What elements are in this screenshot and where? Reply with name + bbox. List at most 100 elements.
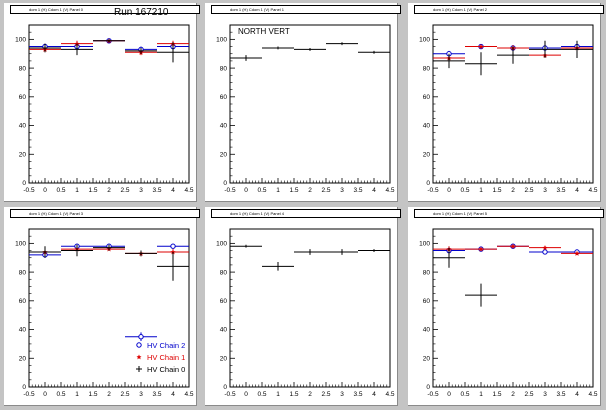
data-point xyxy=(125,250,157,257)
plot-pad-5: dom 1 (H) Cdom 1 (V) Panel 5 -0.5 0 0.5 1 1.5… xyxy=(408,207,604,406)
plot-frame xyxy=(28,228,190,388)
x-tick-label: -0.5 xyxy=(224,187,236,194)
plot-annotation: NORTH VERT xyxy=(238,27,290,36)
x-tick-label: 3 xyxy=(543,187,547,194)
x-tick-label: 0.5 xyxy=(460,391,469,398)
data-point xyxy=(125,332,157,342)
x-tick-label: 3 xyxy=(340,391,344,398)
data-point xyxy=(125,47,157,54)
x-tick-label: 2.5 xyxy=(321,391,330,398)
x-tick-label: 2.5 xyxy=(524,391,533,398)
data-point xyxy=(29,43,61,53)
plot-title: dom 1 (H) Cdom 1 (V) Panel 0 xyxy=(10,5,200,14)
data-point xyxy=(465,52,497,76)
data-point xyxy=(326,249,358,255)
y-tick-label: 100 xyxy=(216,37,227,44)
data-point xyxy=(561,40,593,59)
data-point xyxy=(529,40,561,59)
data-point xyxy=(157,251,189,281)
y-tick-label: 100 xyxy=(216,241,227,248)
y-tick-label: 40 xyxy=(19,123,27,130)
y-tick-label: 40 xyxy=(220,327,228,334)
data-point xyxy=(230,55,262,61)
data-point xyxy=(294,47,326,51)
x-tick-label: 0.5 xyxy=(56,391,65,398)
x-tick-label: 4 xyxy=(372,391,376,398)
plot-title: dom 1 (H) Cdom 1 (V) Panel 5 xyxy=(414,209,604,218)
x-tick-label: 2.5 xyxy=(120,187,129,194)
marker-star xyxy=(478,44,484,49)
y-tick-label: 40 xyxy=(220,123,228,130)
x-tick-label: 2 xyxy=(308,187,312,194)
y-tick-label: 80 xyxy=(220,65,228,72)
x-tick-label: 3.5 xyxy=(152,187,161,194)
x-tick-label: 3 xyxy=(139,187,143,194)
x-tick-label: 0.5 xyxy=(460,187,469,194)
data-point xyxy=(465,246,497,252)
x-tick-label: 1.5 xyxy=(88,391,97,398)
plot-title: dom 1 (H) Cdom 1 (V) Panel 2 xyxy=(414,5,604,14)
x-tick-label: 1 xyxy=(75,187,79,194)
y-tick-label: 20 xyxy=(19,151,27,158)
y-tick-label: 40 xyxy=(19,327,27,334)
plot-frame xyxy=(432,228,594,388)
x-tick-label: -0.5 xyxy=(23,391,35,398)
x-tick-label: 2.5 xyxy=(321,187,330,194)
x-tick-label: 4.5 xyxy=(385,187,394,194)
data-point xyxy=(61,244,93,257)
y-tick-label: 0 xyxy=(22,180,26,187)
x-tick-label: 2.5 xyxy=(524,187,533,194)
x-tick-label: 0 xyxy=(43,391,47,398)
data-point xyxy=(262,262,294,271)
x-tick-label: -0.5 xyxy=(23,187,35,194)
x-tick-label: 1 xyxy=(479,187,483,194)
marker-star xyxy=(510,243,516,249)
data-point xyxy=(326,42,358,46)
y-tick-label: 20 xyxy=(19,355,27,362)
plot-title: dom 1 (H) Cdom 1 (V) Panel 4 xyxy=(211,209,401,218)
y-tick-label: 0 xyxy=(22,384,26,391)
x-tick-label: 1 xyxy=(276,391,280,398)
data-point xyxy=(61,43,93,56)
x-tick-label: 4 xyxy=(171,187,175,194)
y-tick-label: 20 xyxy=(220,355,228,362)
data-point xyxy=(433,247,465,268)
plot-pad-4: dom 1 (H) Cdom 1 (V) Panel 4 -0.5 0 0.5 1 1.5… xyxy=(205,207,401,406)
data-point xyxy=(465,283,497,307)
x-tick-label: 4.5 xyxy=(184,391,193,398)
marker-circle xyxy=(138,334,144,340)
legend-marker xyxy=(136,354,142,360)
data-point xyxy=(157,243,189,249)
y-tick-label: 80 xyxy=(423,65,431,72)
legend-marker xyxy=(136,342,142,348)
x-tick-label: 4.5 xyxy=(588,187,597,194)
data-point xyxy=(497,46,529,64)
data-point xyxy=(294,249,326,255)
data-point xyxy=(29,246,61,258)
plot-svg: -0.5 0 0.5 1 1.5 2 2.5 3 3.5 4 4.5020406080100NORT… xyxy=(216,24,395,194)
y-tick-label: 80 xyxy=(423,269,431,276)
legend-label: HV Chain 2 xyxy=(147,341,185,350)
plot-pad-0: dom 1 (H) Cdom 1 (V) Panel 0 Run 167210 -0… xyxy=(4,3,200,202)
data-point xyxy=(358,50,390,54)
x-tick-label: 3.5 xyxy=(556,187,565,194)
x-tick-label: 4.5 xyxy=(385,391,394,398)
data-point xyxy=(529,245,561,251)
x-tick-label: -0.5 xyxy=(427,391,439,398)
x-tick-label: 4 xyxy=(575,391,579,398)
y-tick-label: 20 xyxy=(423,355,431,362)
marker-circle xyxy=(542,249,548,255)
y-tick-label: 100 xyxy=(419,37,430,44)
x-tick-label: 3.5 xyxy=(556,391,565,398)
x-tick-label: 1.5 xyxy=(88,187,97,194)
y-tick-label: 60 xyxy=(19,298,27,305)
y-tick-label: 20 xyxy=(423,151,431,158)
marker-star xyxy=(478,246,484,252)
x-tick-label: 4.5 xyxy=(184,187,193,194)
plot-pad-1: dom 1 (H) Cdom 1 (V) Panel 1 -0.5 0 0.5 1 1.5… xyxy=(205,3,401,202)
x-tick-label: 1 xyxy=(276,187,280,194)
x-tick-label: 2.5 xyxy=(120,391,129,398)
y-tick-label: 80 xyxy=(220,269,228,276)
